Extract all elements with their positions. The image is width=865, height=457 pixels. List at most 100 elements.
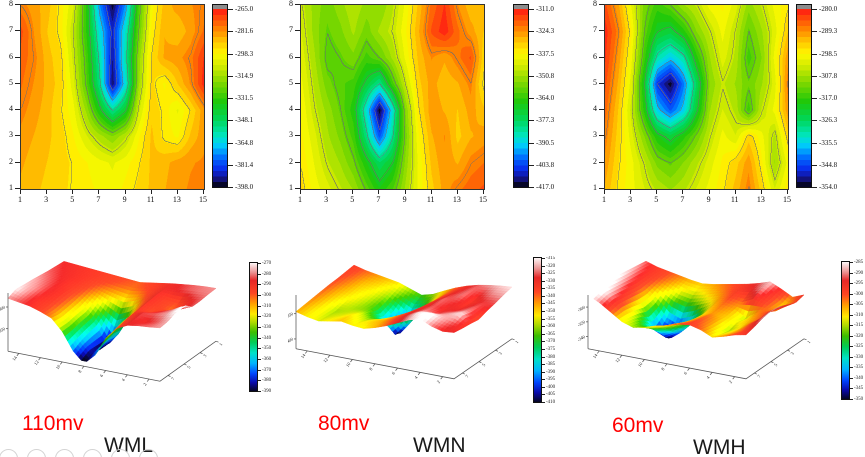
surface-colorbar-1-tick-mark (542, 318, 545, 320)
contour-0-ytick-mark (15, 135, 20, 137)
contour-0-ytick-mark (15, 109, 20, 111)
surface-colorbar-0-tick-mark (258, 316, 261, 318)
surface-colorbar-1-tick-label: -370 (546, 339, 556, 345)
colorbar-1-tick-label: -417.0 (536, 183, 555, 191)
contour-0-ytick-label: 8 (9, 0, 13, 8)
contour-1-ytick-label: 4 (289, 104, 293, 114)
contour-1-xtick-label: 15 (479, 195, 487, 204)
surface-colorbar-0-tick-mark (258, 305, 261, 307)
surface-colorbar-1-tick-mark (542, 326, 545, 328)
surface-colorbar-2-tick-label: -345 (854, 386, 864, 392)
surface-colorbar-1-tick-mark (542, 356, 545, 358)
colorbar-1-tick-mark (529, 142, 534, 144)
contour-1-ytick-label: 3 (289, 130, 293, 140)
surface-colorbar-wmn (533, 257, 542, 403)
surface-colorbar-2-tick-mark (850, 314, 853, 316)
colorbar-2-tick-mark (812, 120, 817, 122)
contour-2-ytick-label: 8 (593, 0, 597, 8)
colorbar-0-tick-mark (228, 53, 233, 55)
surface-colorbar-1-tick-label: -380 (546, 354, 556, 360)
colorbar-1-tick-label: -350.8 (536, 71, 555, 80)
colorbar-0-tick-label: -381.4 (235, 160, 254, 169)
cutoff-circle (0, 449, 18, 457)
colorbar-0-tick-label: -265.0 (235, 5, 254, 13)
colorbar-0-tick-label: -314.9 (235, 71, 254, 80)
surface-colorbar-2-tick-mark (850, 272, 853, 274)
surface-colorbar-2-tick-mark (850, 293, 853, 295)
contour-1-ytick-label: 1 (289, 183, 293, 192)
colorbar-1-tick-label: -364.0 (536, 94, 555, 102)
colorbar-0-tick-mark (228, 98, 233, 99)
contour-1-xtick-mark (352, 190, 354, 194)
surface-colorbar-2-tick-label: -320 (854, 333, 864, 339)
colorbar-2-tick-label: -317.0 (819, 94, 838, 102)
surface-colorbar-1-tick-mark (542, 402, 545, 403)
colorbar-0-tick-label: -281.6 (235, 27, 254, 36)
colorbar-1-tick-mark (529, 75, 534, 77)
surface-colorbar-2-tick-mark (850, 388, 853, 390)
surface-colorbar-1-tick-label: -330 (546, 278, 556, 284)
contour-2-xtick-label: 9 (706, 195, 711, 204)
colorbar-2-tick-mark (812, 31, 817, 33)
surface-colorbar-1-tick-label: -375 (546, 346, 556, 352)
contour-1-ytick-mark (295, 4, 300, 5)
contour-1-ytick-mark (295, 135, 300, 137)
surface-colorbar-2-tick-label: -300 (854, 291, 864, 297)
surface-plot-wmh (578, 244, 840, 406)
contour-2-xtick-label: 15 (783, 195, 791, 204)
surface-colorbar-wmh (841, 261, 850, 400)
contour-1-xtick-mark (326, 190, 328, 194)
contour-0-ytick-mark (15, 161, 20, 163)
colorbar-wmh (796, 4, 812, 188)
surface-colorbar-0-tick-mark (258, 273, 261, 275)
surface-colorbar-0-tick-label: -340 (262, 335, 272, 341)
surface-colorbar-1-tick-mark (542, 386, 545, 388)
contour-2-ytick-label: 3 (593, 130, 597, 140)
surface-colorbar-0-tick-mark (258, 348, 261, 350)
surface-colorbar-2-tick-label: -285 (854, 260, 864, 265)
colorbar-0-tick-mark (228, 75, 233, 77)
surface-colorbar-0-tick-mark (258, 391, 261, 392)
surface-colorbar-wml (249, 262, 258, 392)
contour-0-ytick-label: 2 (9, 156, 13, 166)
contour-0-xtick-mark (150, 190, 152, 194)
cutoff-circle (55, 449, 74, 457)
contour-1-ytick-mark (295, 109, 300, 111)
contour-0-xtick-label: 9 (122, 195, 127, 204)
contour-1-xtick-label: 9 (402, 195, 407, 204)
surface-plot-wmn (288, 244, 550, 406)
surface-colorbar-2-tick-mark (850, 377, 853, 379)
surface-colorbar-2-tick-mark (850, 335, 853, 337)
surface-colorbar-2-tick-mark (850, 367, 853, 369)
colorbar-0-tick-mark (228, 120, 233, 122)
contour-0-xtick-mark (203, 190, 204, 194)
colorbar-2-tick-mark (812, 142, 817, 144)
surface-colorbar-2-tick-label: -315 (854, 323, 864, 329)
contour-0-xtick-label: 13 (172, 195, 181, 204)
contour-1-xtick-label: 5 (350, 195, 355, 204)
contour-0-xtick-mark (46, 190, 48, 194)
contour-2-ytick-mark (599, 188, 604, 189)
surface-colorbar-2-tick-mark (850, 283, 853, 285)
contour-0-xtick-label: 7 (96, 195, 101, 204)
contour-1-ytick-label: 8 (289, 0, 293, 8)
surface-colorbar-1-tick-mark (542, 311, 545, 313)
contour-1-ytick-label: 5 (289, 77, 293, 87)
surface-colorbar-1-tick-label: -410 (546, 400, 556, 405)
contour-2-ytick-mark (599, 56, 604, 58)
contour-1-ytick-label: 2 (289, 156, 293, 166)
surface-colorbar-2-tick-label: -350 (854, 397, 864, 402)
colorbar-wmn (513, 4, 529, 188)
contour-2-ytick-label: 7 (593, 25, 597, 35)
cutoff-circle (139, 449, 158, 457)
contour-0-xtick-mark (20, 190, 21, 194)
surface-colorbar-0-tick-label: -370 (262, 367, 272, 373)
contour-1-xtick-mark (404, 190, 406, 194)
contour-plot-wml (20, 4, 205, 190)
surface-colorbar-1-tick-label: -400 (546, 384, 556, 390)
surface-plot-wml (0, 244, 262, 406)
colorbar-2-tick-label: -298.5 (819, 49, 838, 58)
contour-0-ytick-label: 3 (9, 130, 13, 140)
contour-1-ytick-mark (295, 82, 300, 84)
